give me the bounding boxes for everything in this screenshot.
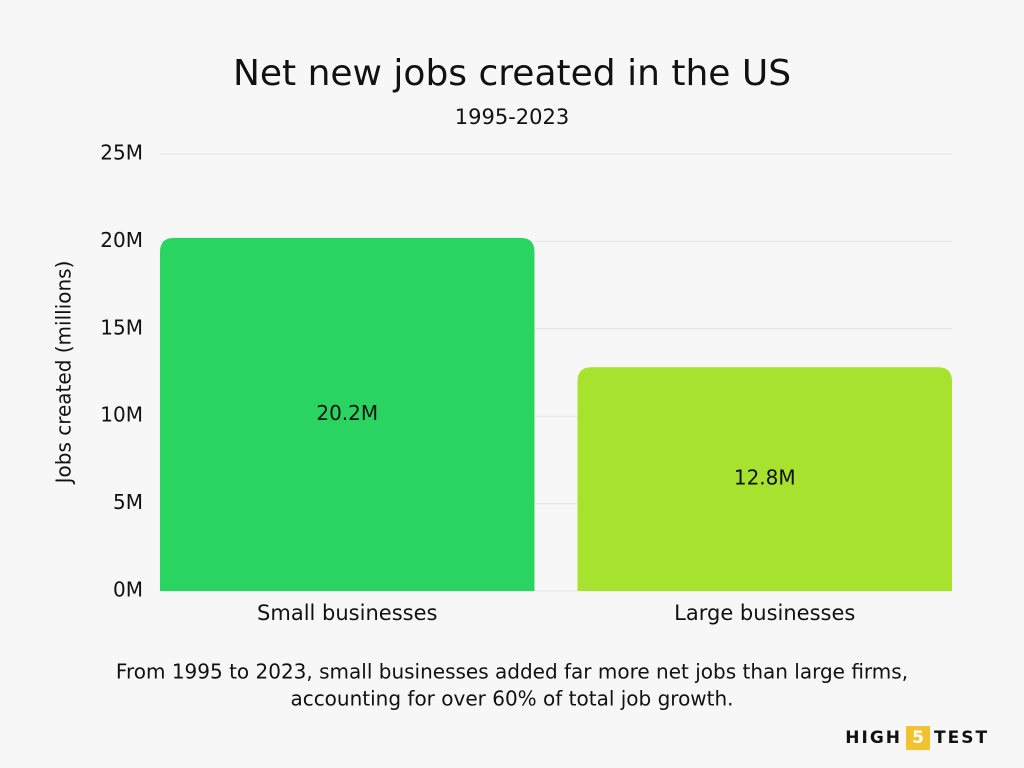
logo-text: HIGH [845,728,902,748]
chart-title: Net new jobs created in the US [233,53,791,94]
y-tick-label: 15M [100,315,143,339]
chart-subtitle: 1995-2023 [455,105,569,129]
value-label: 12.8M [734,466,796,490]
y-axis-label: Jobs created (millions) [52,261,76,486]
bar [577,367,952,591]
logo-badge [906,726,930,750]
value-label: 20.2M [316,401,378,425]
y-tick-label: 25M [100,141,143,165]
logo-text: TEST [934,728,989,748]
x-tick-label: Large businesses [674,601,855,625]
bar [160,237,535,592]
x-tick-label: Small businesses [257,601,437,625]
annotation: accounting for over 60% of total job gro… [290,687,733,711]
y-tick-label: 10M [100,403,143,427]
annotation: From 1995 to 2023, small businesses adde… [116,660,908,684]
y-tick-label: 5M [113,490,143,514]
y-tick-label: 0M [113,578,143,602]
y-tick-label: 20M [100,228,143,252]
logo-text: 5 [912,728,924,748]
